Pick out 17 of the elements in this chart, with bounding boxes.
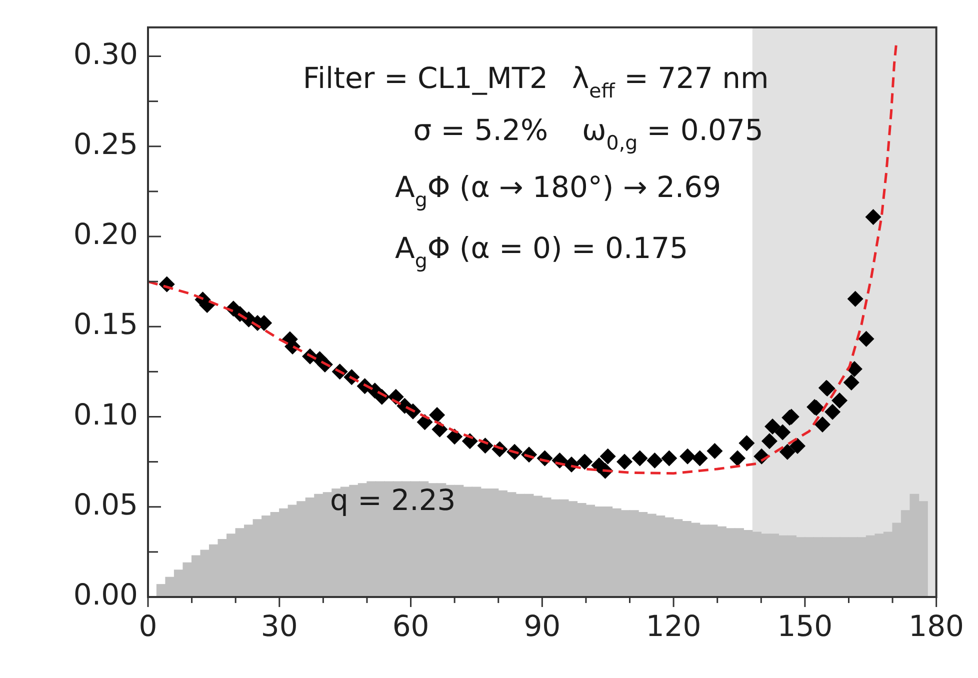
y-tick-label: 0.00 bbox=[73, 578, 138, 612]
annotation: Filter = CL1_MT2 bbox=[302, 61, 548, 95]
annotation: σ = 5.2% bbox=[413, 113, 548, 147]
y-tick-label: 0.15 bbox=[73, 307, 138, 342]
x-tick-label: 30 bbox=[260, 608, 298, 643]
x-tick-label: 120 bbox=[646, 608, 702, 643]
y-tick-label: 0.10 bbox=[73, 397, 138, 432]
annotation: q = 2.23 bbox=[330, 483, 456, 517]
y-tick-label: 0.25 bbox=[73, 126, 138, 161]
x-tick-label: 150 bbox=[777, 608, 833, 643]
x-tick-label: 0 bbox=[138, 608, 158, 643]
x-tick-label: 60 bbox=[392, 608, 430, 643]
x-tick-label: 180 bbox=[908, 608, 964, 643]
y-tick-label: 0.20 bbox=[73, 217, 138, 252]
x-tick-label: 90 bbox=[524, 608, 561, 643]
y-tick-label: 0.30 bbox=[73, 36, 138, 71]
y-tick-label: 0.05 bbox=[73, 487, 138, 522]
